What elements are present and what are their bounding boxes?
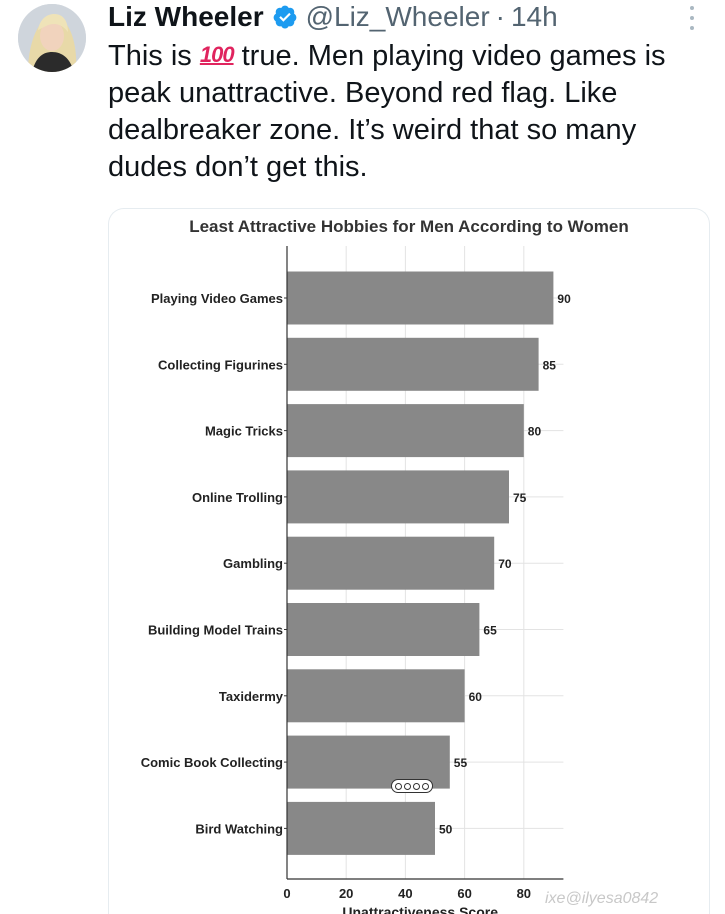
category-label: Collecting Figurines: [158, 357, 283, 372]
bar-gambling: [287, 536, 495, 590]
value-label: 80: [528, 425, 542, 439]
value-label: 70: [498, 557, 512, 571]
x-tick-label: 40: [398, 886, 412, 901]
author-handle[interactable]: @Liz_Wheeler: [305, 1, 490, 32]
category-label: Playing Video Games: [151, 291, 283, 306]
category-label: Taxidermy: [219, 689, 284, 704]
watermark: ixe@ilyesa0842: [545, 890, 659, 907]
value-label: 75: [513, 491, 527, 505]
x-axis-label: Unattractiveness Score: [342, 904, 498, 914]
x-tick-label: 60: [457, 886, 471, 901]
category-label: Magic Tricks: [205, 424, 283, 439]
value-label: 85: [543, 358, 557, 372]
avatar[interactable]: [18, 4, 86, 72]
tweet-text-rest: true. Men playing video games is peak un…: [108, 40, 666, 183]
value-label: 55: [454, 756, 468, 770]
profile-photo-icon: [18, 4, 86, 72]
hundred-points-emoji-icon: 100: [199, 42, 235, 67]
bar-chart: Playing Video Games 90 Collecting Figurine…: [141, 246, 571, 914]
tweet-text: This is 100 true. Men playing video game…: [108, 36, 708, 186]
bar-online-trolling: [287, 470, 509, 524]
category-label: Bird Watching: [195, 821, 283, 836]
tweet-timestamp[interactable]: 14h: [510, 1, 558, 32]
category-label: Online Trolling: [192, 490, 283, 505]
chart-title: Least Attractive Hobbies for Men Accordi…: [189, 217, 629, 236]
category-label: Building Model Trains: [148, 623, 283, 638]
tweet-media[interactable]: Least Attractive Hobbies for Men Accordi…: [108, 208, 710, 914]
value-label: 60: [469, 690, 483, 704]
category-label: Gambling: [223, 556, 283, 571]
category-label: Comic Book Collecting: [141, 755, 283, 770]
tweet-text-start: This is: [108, 40, 200, 72]
x-tick-label: 80: [517, 886, 531, 901]
author-name[interactable]: Liz Wheeler: [108, 1, 264, 32]
bar-building-model-trains: [287, 603, 480, 656]
value-label: 90: [557, 292, 571, 306]
bar-collecting-figurines: [287, 337, 539, 391]
media-carousel-indicator[interactable]: [391, 779, 433, 793]
x-tick-label: 20: [339, 886, 353, 901]
header-separator: ·: [495, 1, 505, 32]
value-label: 50: [439, 822, 453, 836]
bar-bird-watching: [287, 801, 435, 855]
bar-taxidermy: [287, 669, 465, 723]
tweet-header: Liz Wheeler @Liz_Wheeler · 14h: [108, 0, 558, 34]
bar-playing-video-games: [287, 271, 554, 325]
more-options-icon[interactable]: [688, 6, 696, 30]
verified-badge-icon: [273, 5, 296, 29]
x-tick-label: 0: [283, 886, 290, 901]
value-label: 65: [483, 624, 497, 638]
bar-magic-tricks: [287, 404, 524, 458]
